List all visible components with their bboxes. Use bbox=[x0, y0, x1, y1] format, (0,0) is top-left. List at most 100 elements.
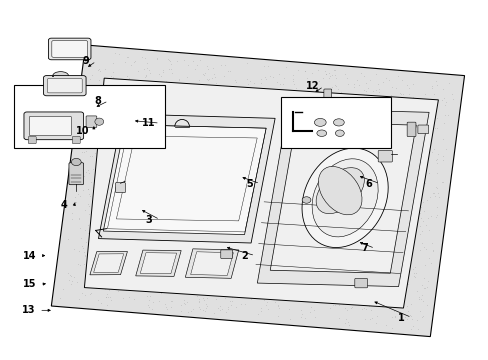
Point bbox=[217, 125, 224, 130]
Point bbox=[256, 212, 264, 218]
Point bbox=[298, 237, 306, 242]
Point bbox=[244, 113, 252, 119]
Point bbox=[393, 73, 401, 79]
Point bbox=[131, 85, 139, 90]
Point bbox=[342, 307, 350, 312]
Point bbox=[321, 197, 328, 203]
Point bbox=[349, 263, 357, 269]
Point bbox=[135, 78, 142, 84]
Point bbox=[85, 211, 93, 217]
Point bbox=[368, 248, 376, 254]
Point bbox=[226, 148, 234, 154]
Point bbox=[216, 199, 224, 205]
Point bbox=[408, 323, 416, 329]
Point bbox=[103, 302, 111, 308]
Point bbox=[208, 145, 216, 150]
Point bbox=[132, 133, 140, 139]
Point bbox=[259, 63, 267, 69]
Point bbox=[211, 296, 219, 302]
Point bbox=[95, 140, 103, 145]
Point bbox=[360, 120, 367, 125]
Point bbox=[433, 152, 441, 157]
Point bbox=[402, 221, 409, 227]
Point bbox=[417, 135, 425, 141]
Point bbox=[251, 257, 259, 263]
Point bbox=[347, 305, 355, 310]
Point bbox=[264, 126, 271, 132]
Point bbox=[282, 118, 290, 124]
FancyBboxPatch shape bbox=[29, 116, 71, 136]
Point bbox=[128, 254, 136, 260]
Point bbox=[288, 228, 296, 233]
Point bbox=[397, 257, 405, 262]
Point bbox=[327, 165, 335, 171]
Point bbox=[115, 125, 122, 130]
Point bbox=[412, 318, 420, 323]
Point bbox=[185, 89, 193, 95]
Point bbox=[282, 288, 289, 294]
Point bbox=[65, 277, 73, 283]
Point bbox=[131, 125, 139, 130]
Point bbox=[186, 190, 194, 195]
Point bbox=[209, 156, 217, 161]
Point bbox=[234, 277, 242, 283]
Point bbox=[408, 105, 416, 111]
Point bbox=[256, 76, 264, 82]
Point bbox=[101, 222, 108, 228]
Point bbox=[129, 286, 137, 292]
Point bbox=[240, 263, 248, 269]
Point bbox=[68, 210, 76, 216]
Point bbox=[94, 67, 102, 73]
Point bbox=[293, 269, 301, 275]
Point bbox=[222, 309, 229, 315]
Point bbox=[199, 245, 206, 251]
Point bbox=[277, 127, 285, 133]
Point bbox=[268, 175, 276, 181]
Point bbox=[249, 80, 257, 86]
Point bbox=[80, 173, 88, 179]
Point bbox=[203, 246, 211, 251]
Point bbox=[117, 100, 125, 106]
Point bbox=[135, 240, 142, 246]
Point bbox=[114, 288, 122, 294]
Point bbox=[280, 75, 288, 80]
Point bbox=[429, 91, 437, 97]
Point bbox=[111, 234, 119, 240]
Point bbox=[343, 114, 351, 120]
Point bbox=[119, 161, 126, 167]
Point bbox=[262, 246, 270, 252]
Point bbox=[320, 68, 328, 74]
Point bbox=[81, 253, 89, 259]
Point bbox=[168, 108, 176, 113]
Point bbox=[349, 99, 357, 105]
Point bbox=[356, 210, 364, 215]
Point bbox=[109, 69, 117, 75]
Point bbox=[210, 71, 218, 77]
Point bbox=[281, 217, 288, 223]
Point bbox=[292, 85, 300, 91]
Point bbox=[242, 225, 249, 230]
Point bbox=[293, 122, 301, 128]
Point bbox=[181, 301, 189, 307]
Point bbox=[111, 157, 119, 163]
Point bbox=[418, 292, 426, 298]
Point bbox=[152, 224, 160, 230]
Point bbox=[333, 86, 341, 92]
Point bbox=[168, 237, 176, 243]
Point bbox=[423, 198, 430, 203]
Point bbox=[247, 273, 255, 278]
Point bbox=[273, 313, 281, 319]
Point bbox=[281, 176, 288, 181]
Polygon shape bbox=[90, 252, 127, 275]
Point bbox=[432, 156, 440, 162]
Point bbox=[439, 120, 447, 126]
Point bbox=[280, 231, 288, 237]
Point bbox=[135, 127, 142, 132]
Point bbox=[99, 218, 107, 224]
Point bbox=[233, 87, 241, 93]
Point bbox=[231, 170, 239, 176]
Point bbox=[334, 266, 342, 272]
Point bbox=[353, 223, 361, 229]
Point bbox=[82, 148, 90, 154]
Point bbox=[136, 247, 143, 252]
